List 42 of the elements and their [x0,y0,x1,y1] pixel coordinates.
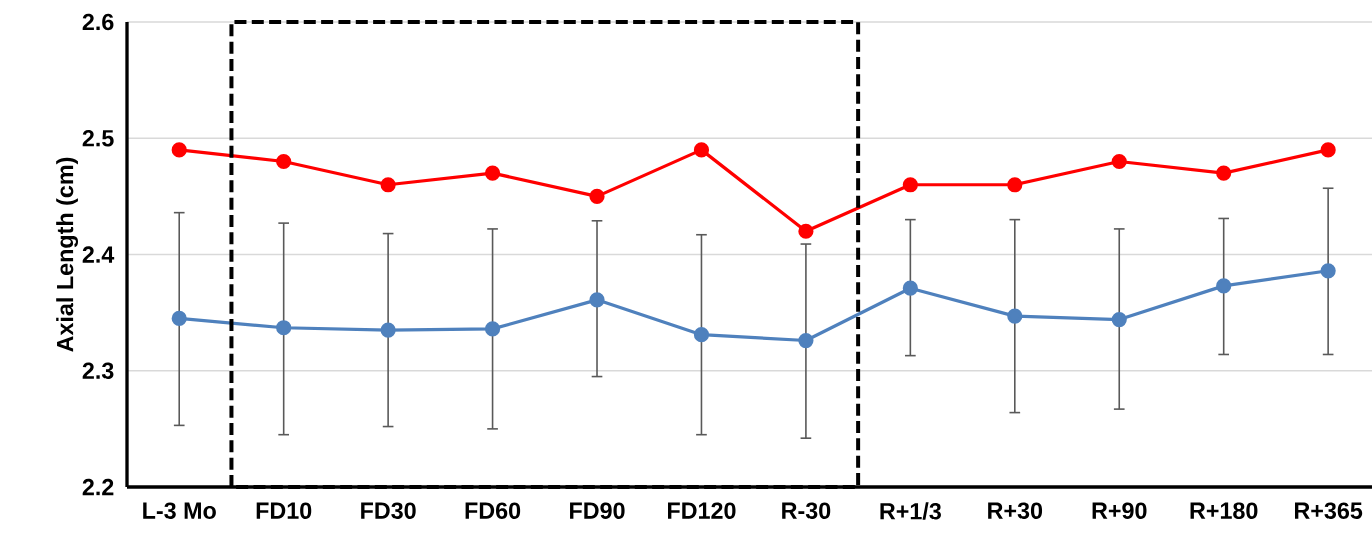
x-tick-label: R+30 [988,502,1043,519]
y-tick-label: 2.2 [82,478,114,496]
x-tick-label: R+1/3 [880,502,941,520]
point [589,292,605,308]
point [171,142,187,158]
point [798,223,814,239]
x-tick-label: R+365 [1295,502,1363,519]
y-tick-label: 2.6 [82,13,114,31]
point [484,321,501,337]
y-tick-label: 2.3 [82,362,114,380]
x-tick-label: FD60 [465,502,521,519]
x-tick-label: L-3 Mo [143,502,216,519]
point [589,188,605,204]
point [484,165,501,181]
x-tick-label: R-30 [782,502,831,519]
y-axis-title: Axial Length (cm) [56,157,79,352]
point [380,177,396,193]
point [1216,165,1232,181]
point [798,332,814,349]
x-tick-label: R+90 [1092,502,1147,519]
point [902,177,918,193]
x-tick-label: R+180 [1190,502,1258,519]
point [1007,308,1023,324]
point [902,280,918,296]
y-tick-label: 2.4 [82,246,115,263]
point [380,322,396,338]
point [1216,278,1232,294]
point [276,153,292,170]
y-tick-label: 2.5 [82,129,114,147]
point [1320,142,1336,158]
point [693,142,710,158]
point [171,310,187,327]
x-tick-label: FD30 [361,502,416,519]
x-tick-label: FD120 [668,502,736,519]
point [1007,177,1023,193]
point [276,320,292,336]
point [1320,263,1336,279]
point [1111,312,1127,328]
x-tick-label: FD90 [570,502,625,519]
x-tick-label: FD10 [256,502,312,519]
point [1111,153,1127,170]
point [693,327,710,343]
